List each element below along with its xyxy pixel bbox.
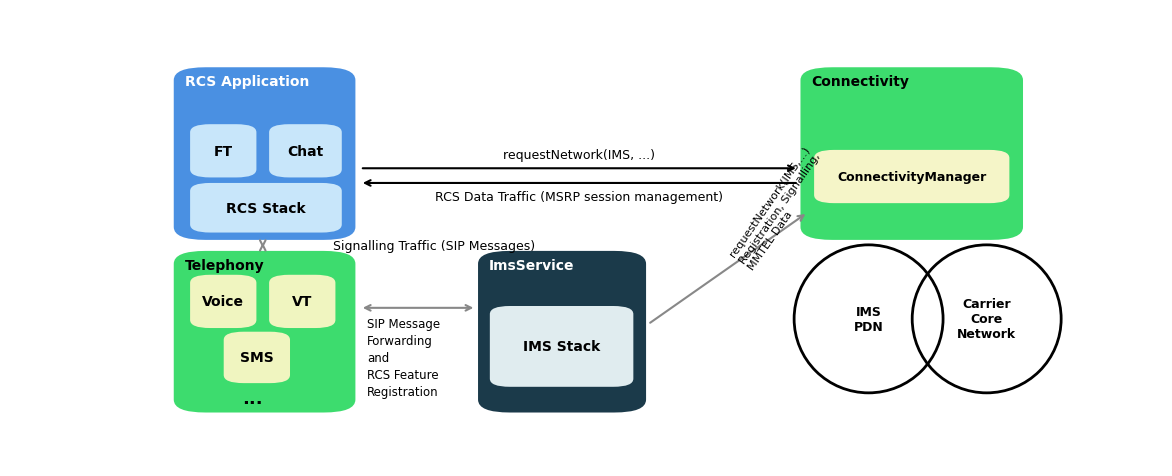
FancyBboxPatch shape (173, 251, 355, 413)
Text: Voice: Voice (203, 295, 244, 309)
Text: IMS
PDN: IMS PDN (853, 305, 884, 333)
Text: ConnectivityManager: ConnectivityManager (837, 171, 987, 184)
Text: Carrier
Core
Network: Carrier Core Network (958, 298, 1016, 341)
Text: ...: ... (243, 389, 263, 407)
FancyBboxPatch shape (224, 332, 289, 383)
Text: RCS Data Traffic (MSRP session management): RCS Data Traffic (MSRP session managemen… (435, 191, 723, 204)
FancyBboxPatch shape (190, 125, 257, 178)
Text: Signalling Traffic (SIP Messages): Signalling Traffic (SIP Messages) (333, 239, 534, 252)
FancyBboxPatch shape (173, 68, 355, 240)
Text: FT: FT (213, 145, 233, 159)
Text: SIP Message
Forwarding
and
RCS Feature
Registration: SIP Message Forwarding and RCS Feature R… (367, 317, 441, 398)
Text: RCS Application: RCS Application (185, 75, 309, 89)
Text: SMS: SMS (240, 351, 274, 365)
Text: RCS Stack: RCS Stack (226, 201, 306, 215)
Text: Telephony: Telephony (185, 258, 264, 272)
Text: requestNetwork(IMS, ...): requestNetwork(IMS, ...) (503, 149, 655, 161)
FancyBboxPatch shape (190, 184, 342, 233)
FancyBboxPatch shape (270, 275, 335, 328)
Text: Chat: Chat (287, 145, 323, 159)
Text: Connectivity: Connectivity (811, 75, 909, 89)
Text: requestNetwork(IMS,...)
Registration, Signalling,
MMTEL Data: requestNetwork(IMS,...) Registration, Si… (728, 144, 831, 272)
FancyBboxPatch shape (815, 150, 1009, 204)
FancyBboxPatch shape (190, 275, 257, 328)
Text: ImsService: ImsService (489, 258, 574, 272)
Text: VT: VT (292, 295, 313, 309)
Text: IMS Stack: IMS Stack (523, 340, 600, 354)
FancyBboxPatch shape (478, 251, 646, 413)
FancyBboxPatch shape (270, 125, 342, 178)
FancyBboxPatch shape (490, 307, 633, 387)
FancyBboxPatch shape (800, 68, 1023, 240)
